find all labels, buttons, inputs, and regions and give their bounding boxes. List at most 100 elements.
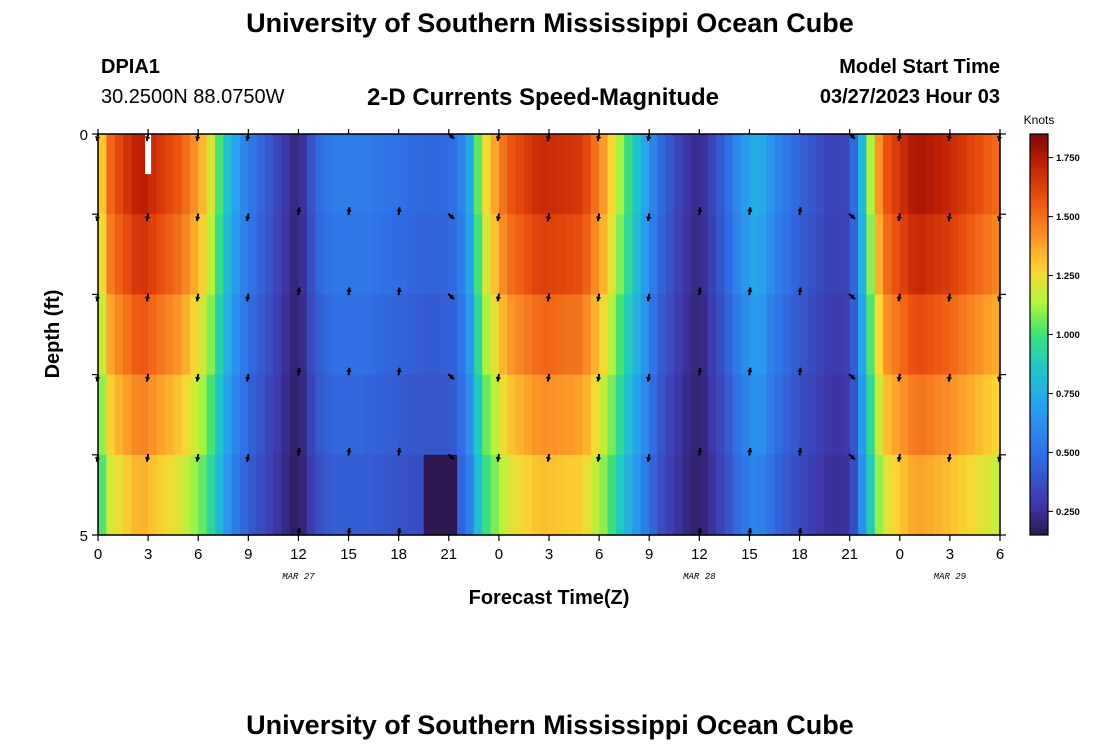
heatmap-cell [874,294,884,376]
current-arrow [848,293,856,300]
colorbar-segment [1030,227,1048,232]
heatmap-cell [164,214,174,295]
colorbar-segment [1030,464,1048,469]
colorbar-segment [1030,428,1048,432]
heatmap-cell [649,454,659,536]
heatmap-cell [624,294,634,376]
heatmap-cell [782,294,792,376]
heatmap-cell [440,134,450,215]
heatmap-cell [315,134,325,215]
current-arrow [195,293,201,302]
x-tick-label: 18 [791,546,808,563]
current-arrow [646,453,652,462]
heatmap-cell [640,454,650,536]
heatmap-cell [432,374,442,456]
colorbar-segment [1030,267,1048,272]
date-label: MAR 27 [282,572,315,582]
colorbar-segment [1030,484,1048,489]
colorbar-segment [1030,528,1048,533]
current-arrow [195,453,201,462]
heatmap-cell [757,294,767,376]
colorbar-segment [1030,324,1048,329]
colorbar-segment [1030,394,1048,399]
heatmap-cell [615,214,625,295]
heatmap-cell [599,214,609,295]
heatmap-cell [415,134,425,215]
heatmap-cell [315,214,325,295]
heatmap-cell [206,214,216,295]
current-arrow [797,287,803,296]
heatmap-cell [782,454,792,536]
x-tick-label: 0 [94,546,102,563]
colorbar: 0.250 0.500 0.750 1.000 1.250 1.500 1.750 Knots [1024,113,1080,536]
heatmap-cell [799,134,809,215]
heatmap-cell [423,374,433,456]
heatmap-cell [98,454,107,536]
heatmap-cell [899,214,909,295]
heatmap-cell [824,214,834,295]
colorbar-segment [1030,377,1048,382]
heatmap-cell [465,214,475,295]
heatmap-cell [432,454,442,536]
heatmap-cell [791,214,801,295]
heatmap-cell [933,214,943,295]
heatmap-cell [824,294,834,376]
heatmap-cell [231,294,241,376]
heatmap-cell [223,214,233,295]
heatmap-cell [423,294,433,376]
heatmap-cell [908,294,918,376]
heatmap-cell [649,294,659,376]
heatmap-cell [707,294,717,376]
heatmap-cell [690,214,700,295]
current-arrow [346,367,352,376]
colorbar-segment [1030,157,1048,162]
colorbar-segment [1030,150,1048,155]
heatmap-cell [123,374,133,456]
colorbar-segment [1030,404,1048,409]
heatmap-cell [966,374,976,456]
heatmap-cell [949,374,959,456]
heatmap-cell [866,374,876,456]
heatmap-cell [682,294,692,376]
heatmap-cell [599,134,609,215]
heatmap-cell [440,374,450,456]
heatmap-cell [816,134,826,215]
heatmap-cell [473,294,483,376]
heatmap-cell [398,454,408,536]
current-arrow [195,373,201,382]
heatmap-cell [757,214,767,295]
heatmap-cell [231,454,241,536]
heatmap-cell [682,454,692,536]
heatmap-cell [832,214,842,295]
heatmap-cell [782,134,792,215]
colorbar-segment [1030,137,1048,142]
heatmap-cell [457,134,467,215]
heatmap-cell [532,294,542,376]
colorbar-segment [1030,381,1048,386]
current-arrow [546,213,552,222]
heatmap-cell [457,294,467,376]
colorbar-segment [1030,327,1048,332]
heatmap-cell [223,374,233,456]
heatmap-cell [816,214,826,295]
heatmap-cell [807,454,817,536]
colorbar-segment [1030,504,1048,509]
heatmap-cell [974,294,984,376]
current-arrow [447,212,455,220]
heatmap-cell [599,374,609,456]
heatmap-cell [106,214,116,295]
current-arrows [95,132,1003,536]
heatmap-cell [891,454,901,536]
heatmap-cell [657,134,667,215]
colorbar-segment [1030,367,1048,372]
heatmap-cell [398,214,408,295]
colorbar-segment [1030,207,1048,212]
colorbar-segment [1030,301,1048,305]
heatmap-cell [323,134,333,215]
x-tick-label: 3 [545,546,553,563]
heatmap-cell [974,134,984,215]
colorbar-segment [1030,491,1048,496]
heatmap-cell [991,214,1001,295]
heatmap-cell [181,454,191,536]
colorbar-segment [1030,521,1048,526]
